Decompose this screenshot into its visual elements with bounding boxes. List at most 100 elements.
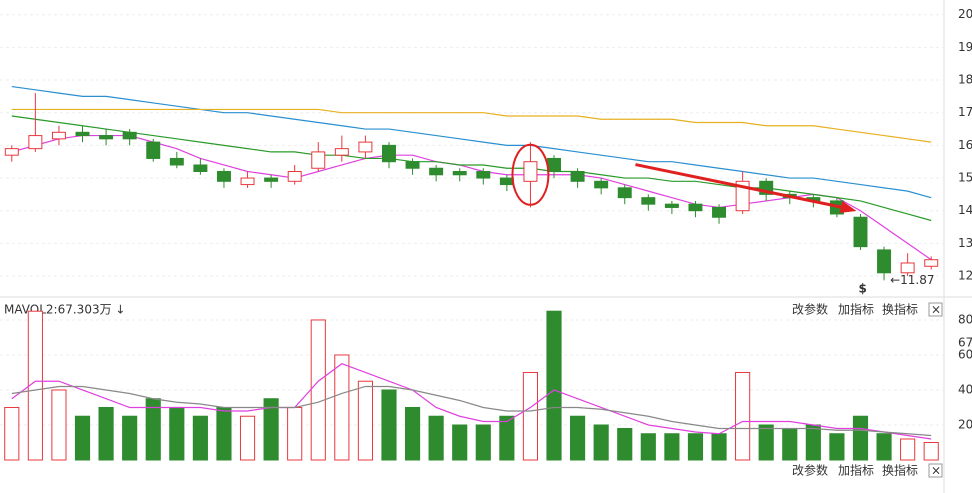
volume-bar — [782, 427, 798, 461]
y-tick-label: 60 — [958, 347, 972, 361]
volume-bar — [27, 310, 43, 461]
volume-bar — [546, 310, 562, 461]
volume-bar — [829, 433, 845, 461]
candle-body — [452, 171, 467, 176]
y-tick-label: 40 — [958, 382, 972, 396]
candle-body — [476, 171, 491, 179]
candle-body — [688, 203, 703, 212]
volume-bar — [74, 415, 91, 461]
volume-bar — [239, 415, 256, 461]
candle-body — [617, 187, 632, 199]
y-tick-label: 19 — [958, 40, 972, 54]
volume-current: 67 — [958, 336, 972, 350]
ma-line — [11, 85, 932, 199]
candle-body — [429, 167, 444, 176]
candle-body — [641, 197, 656, 205]
candle-body — [311, 151, 326, 169]
trend-arrow — [635, 163, 851, 211]
candle-body — [193, 164, 208, 173]
volume-bar — [428, 415, 444, 461]
toolbar-button[interactable]: 加指标 — [838, 463, 874, 478]
toolbar-button[interactable]: × — [931, 303, 941, 317]
volume-bar — [664, 433, 680, 461]
low-annotation: ←11.87 — [890, 273, 934, 287]
volume-bar — [805, 424, 821, 461]
candle-body — [570, 171, 585, 182]
volume-bar — [51, 389, 67, 461]
volume-bar — [570, 415, 586, 461]
candle-body — [75, 131, 90, 137]
volume-ma-line — [11, 363, 932, 440]
toolbar-button[interactable]: 改参数 — [792, 302, 828, 317]
toolbar-button[interactable]: 换指标 — [882, 463, 918, 478]
candle-body — [169, 157, 184, 166]
ma-line — [11, 134, 932, 261]
candle-body — [358, 141, 373, 153]
volume-ma-line — [11, 385, 932, 437]
volume-bar — [192, 415, 208, 461]
toolbar-button[interactable]: 换指标 — [882, 302, 918, 317]
close-box — [928, 463, 943, 478]
volume-bar — [4, 406, 20, 461]
volume-bar — [640, 433, 656, 461]
candle-body — [712, 206, 727, 218]
y-tick-label: 13 — [958, 236, 972, 250]
candle-body — [51, 131, 66, 140]
toolbar-button[interactable]: × — [931, 464, 941, 478]
signal-marker: $ — [858, 282, 866, 296]
candle-body — [99, 135, 114, 140]
candle-body — [264, 177, 279, 182]
volume-bar — [852, 415, 869, 461]
candle-body — [853, 216, 868, 248]
candle-body — [216, 171, 231, 182]
candle-body — [240, 177, 255, 186]
ma-line — [11, 108, 932, 143]
volume-bar — [687, 433, 704, 461]
volume-bar — [900, 438, 916, 461]
y-tick-label: 14 — [958, 203, 972, 217]
candle-body — [405, 161, 420, 169]
y-tick-label: 18 — [958, 73, 972, 87]
volume-bar — [169, 406, 185, 461]
volume-bar — [475, 424, 491, 461]
volume-bar — [758, 424, 774, 461]
volume-bar — [310, 319, 326, 461]
candle-body — [547, 157, 561, 173]
candle-body — [382, 144, 396, 163]
candle-body — [499, 177, 514, 186]
volume-bar — [98, 406, 114, 461]
candle-body — [334, 148, 349, 156]
candle-body — [877, 249, 892, 274]
candle-body — [523, 161, 538, 182]
y-tick-label: 12 — [958, 269, 972, 283]
candle-body — [4, 148, 19, 156]
volume-label: MAVOL2:67.303万 ↓ — [4, 303, 125, 317]
candle-body — [924, 259, 939, 267]
volume-bar — [263, 398, 279, 461]
volume-bar — [711, 433, 727, 461]
volume-bar — [923, 441, 939, 461]
y-tick-label: 15 — [958, 171, 972, 185]
trend-arrow-head — [839, 200, 857, 213]
volume-bar — [593, 424, 609, 461]
y-tick-label: 20 — [958, 417, 972, 431]
y-tick-label: 80 — [958, 312, 972, 326]
volume-bar — [452, 424, 468, 461]
toolbar-button[interactable]: 改参数 — [792, 463, 828, 478]
volume-bar — [357, 380, 373, 461]
volume-bar — [876, 433, 892, 461]
candle-body — [146, 141, 161, 159]
volume-bar — [287, 406, 303, 461]
y-tick-label: 20 — [958, 7, 972, 21]
close-box — [928, 302, 943, 317]
volume-bar — [735, 371, 751, 461]
volume-bar — [334, 354, 350, 461]
candle-body — [900, 262, 915, 274]
volume-bar — [499, 415, 515, 461]
candle-body — [122, 131, 137, 140]
volume-bar — [404, 406, 421, 461]
y-tick-label: 16 — [958, 138, 972, 152]
toolbar-button[interactable]: 加指标 — [838, 302, 874, 317]
